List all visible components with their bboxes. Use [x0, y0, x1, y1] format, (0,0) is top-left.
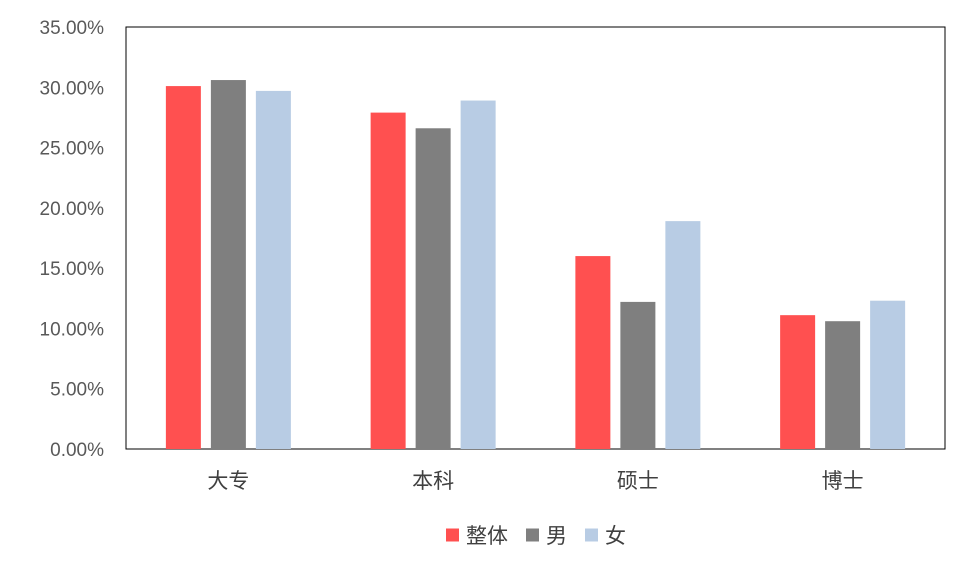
y-tick-label: 0.00% [50, 440, 104, 461]
legend-label: 男 [546, 524, 567, 548]
bar-0-2 [255, 90, 291, 449]
bar-0-0 [165, 86, 201, 449]
bar-1-0 [370, 112, 406, 449]
legend-label: 整体 [466, 524, 508, 548]
x-axis-categories: 大专 本科 硕士 博士 [207, 469, 863, 493]
y-tick-label: 5.00% [50, 380, 104, 401]
bar-3-0 [780, 315, 816, 449]
bar-3-2 [870, 300, 906, 449]
legend-swatch [446, 528, 459, 542]
legend-label: 女 [605, 524, 626, 548]
plot-area [125, 26, 946, 450]
x-category-label: 硕士 [617, 469, 659, 493]
y-tick-label: 10.00% [40, 319, 105, 340]
bar-1-1 [415, 128, 451, 449]
legend-swatch [585, 528, 598, 542]
bar-1-2 [460, 100, 496, 449]
y-tick-label: 25.00% [40, 139, 105, 160]
bar-2-0 [575, 256, 611, 449]
y-axis-ticks: 0.00% 5.00% 10.00% 15.00% 20.00% 25.00% 30.00%… [40, 18, 105, 461]
x-category-label: 本科 [412, 469, 454, 493]
legend: 整体 男 女 [446, 524, 626, 548]
bars [165, 80, 906, 450]
legend-swatch [526, 528, 539, 542]
y-tick-label: 35.00% [40, 18, 105, 39]
bar-3-1 [825, 321, 861, 449]
x-category-label: 博士 [822, 469, 864, 493]
y-tick-label: 15.00% [40, 259, 105, 280]
bar-2-2 [665, 221, 701, 449]
y-tick-label: 20.00% [40, 199, 105, 220]
bar-0-1 [210, 80, 246, 450]
x-category-label: 大专 [207, 469, 249, 493]
bar-2-1 [620, 301, 656, 449]
y-tick-label: 30.00% [40, 78, 105, 99]
